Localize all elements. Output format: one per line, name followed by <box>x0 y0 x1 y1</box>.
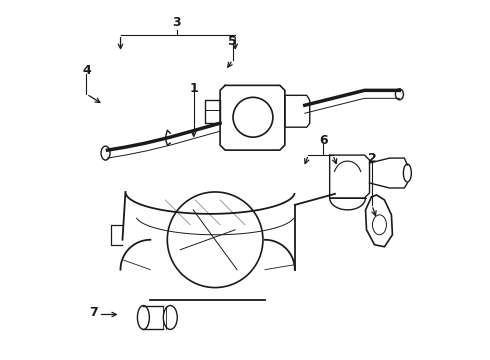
Ellipse shape <box>395 89 403 100</box>
Text: 5: 5 <box>228 35 237 49</box>
Text: 6: 6 <box>319 134 327 147</box>
Text: 3: 3 <box>172 16 181 29</box>
Text: 2: 2 <box>368 152 376 165</box>
Ellipse shape <box>101 146 110 160</box>
Text: 1: 1 <box>189 82 198 95</box>
Text: 7: 7 <box>89 306 98 319</box>
Text: 4: 4 <box>82 64 91 77</box>
Ellipse shape <box>137 306 149 329</box>
Ellipse shape <box>403 164 412 182</box>
Ellipse shape <box>163 306 177 329</box>
